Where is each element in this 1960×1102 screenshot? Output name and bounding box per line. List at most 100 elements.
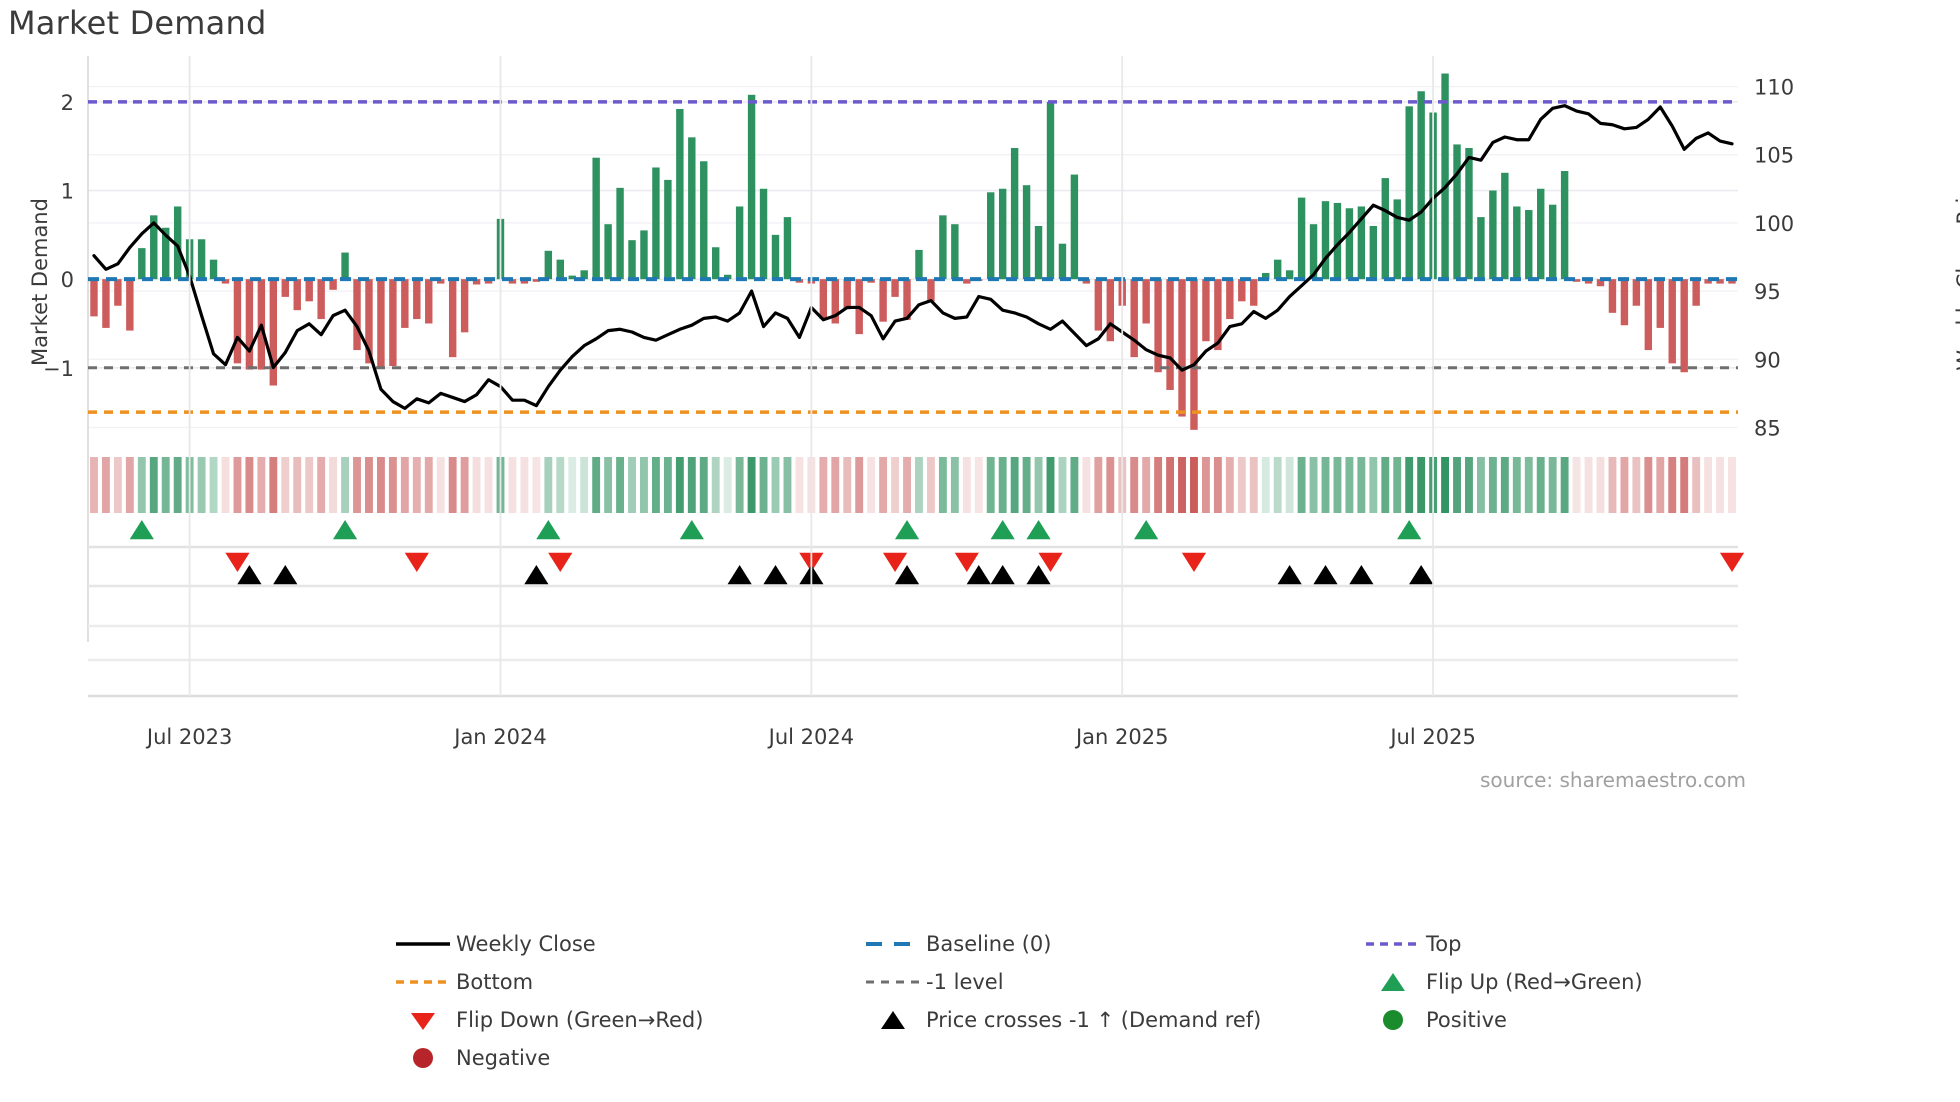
demand-bar-negative [1106,279,1114,342]
heatmap-cell [1225,457,1234,513]
heatmap-cell [1548,457,1557,513]
demand-bar-positive [998,188,1007,280]
demand-bar-negative [1082,279,1091,284]
legend-item[interactable]: Price crosses -1 ↑ (Demand ref) [860,1001,1360,1039]
heatmap-cell [1082,457,1091,513]
legend-item[interactable]: Weekly Close [390,925,860,963]
demand-bar-positive [197,239,206,280]
heatmap-cell [926,457,935,513]
heatmap-cell [735,457,744,513]
heatmap-cell [1524,457,1533,513]
legend-item-label: Negative [456,1046,551,1070]
dotted-orange-line-icon [390,974,456,990]
heatmap-cell [1285,457,1294,513]
legend-item[interactable]: Baseline (0) [860,925,1360,963]
demand-bar-negative [963,279,971,284]
demand-bar-negative [437,279,445,284]
demand-bar-positive [915,249,923,280]
heatmap-cell [1190,457,1198,513]
demand-bar-positive [700,161,708,280]
solid-black-line-icon [390,936,456,952]
page-title: Market Demand [8,4,267,42]
y-axis-left-tick-label: 1 [61,180,74,204]
legend-spacer [1360,1039,1750,1077]
heatmap-cell [1094,457,1103,513]
heatmap-cell [879,457,888,513]
heatmap-cell [938,457,947,513]
heatmap-cell [1273,457,1282,513]
demand-bar-positive [173,206,182,280]
heatmap-cell [269,457,278,513]
demand-bar-positive [987,192,995,280]
heatmap-cell [1261,457,1270,513]
price-cross-marker [1409,565,1434,585]
flip-down-marker [1719,552,1745,572]
heatmap-cell [353,457,361,513]
legend-item[interactable]: Top [1360,925,1750,963]
demand-bar-positive [592,157,600,280]
heatmap-cell [1500,457,1509,513]
heatmap-cell [986,457,995,513]
heatmap-cell [1213,457,1222,513]
y-axis-right-tick-label: 90 [1754,348,1781,372]
heatmap-cell [795,457,804,513]
demand-bar-negative [891,279,899,297]
heatmap-cell [1154,457,1163,513]
flip-down-marker [1038,552,1063,572]
heatmap-cell [556,457,565,513]
demand-bar-negative [1728,279,1736,284]
heatmap-cell [699,457,708,513]
dashed-blue-line-icon [860,936,926,952]
demand-bar-negative [1154,279,1162,373]
legend-item[interactable]: Bottom [390,963,860,1001]
legend-item-label: Flip Up (Red→Green) [1426,970,1643,994]
heatmap-cell [341,457,350,513]
demand-bar-negative [831,279,839,324]
legend-item[interactable]: -1 level [860,963,1360,1001]
heatmap-cell [113,457,122,513]
heatmap-cell [1058,457,1067,513]
demand-bar-positive [640,230,648,280]
demand-bar-positive [1417,91,1425,280]
x-axis-tick-label: Jul 2024 [767,725,854,749]
flip-down-marker [1181,552,1207,572]
demand-bar-positive [1525,210,1533,280]
demand-bar-positive [1262,272,1270,280]
demand-bar-positive [628,240,636,280]
demand-bar-negative [1190,279,1198,430]
heatmap-cell [1046,457,1055,513]
heatmap-cell [460,457,469,513]
legend-item[interactable]: Flip Up (Red→Green) [1360,963,1750,1001]
demand-bar-negative [1214,279,1222,351]
legend-item[interactable]: Negative [390,1039,860,1077]
flip-down-marker [225,552,250,572]
demand-bar-positive [735,206,744,280]
demand-bar-negative [245,279,254,370]
demand-bar-negative [1692,279,1700,306]
heatmap-cell [1201,457,1210,513]
legend-item[interactable]: Positive [1360,1001,1750,1039]
demand-bar-positive [664,179,672,280]
price-cross-marker [237,565,262,585]
flip-up-marker [679,520,704,540]
demand-bar-negative [353,279,361,351]
y-axis-right-tick-label: 95 [1754,280,1781,304]
heatmap-cell [628,457,636,513]
demand-bar-positive [1537,188,1545,280]
demand-bar-positive [1309,224,1318,280]
heatmap-cell [1572,457,1581,513]
demand-bar-negative [1704,279,1712,284]
heatmap-cell [675,457,684,513]
flip-up-marker [990,520,1015,540]
demand-bar-positive [1441,73,1449,280]
heatmap-cell [616,457,625,513]
heatmap-cell [1453,457,1461,513]
heatmap-cell [161,457,170,513]
legend-item[interactable]: Flip Down (Green→Red) [390,1001,860,1039]
demand-bar-positive [1405,106,1413,280]
demand-bar-positive [1513,206,1521,280]
heatmap-cell [1034,457,1043,513]
heatmap-cell [1417,457,1426,513]
demand-bar-positive [1477,217,1485,280]
heatmap-cell [1357,457,1366,513]
